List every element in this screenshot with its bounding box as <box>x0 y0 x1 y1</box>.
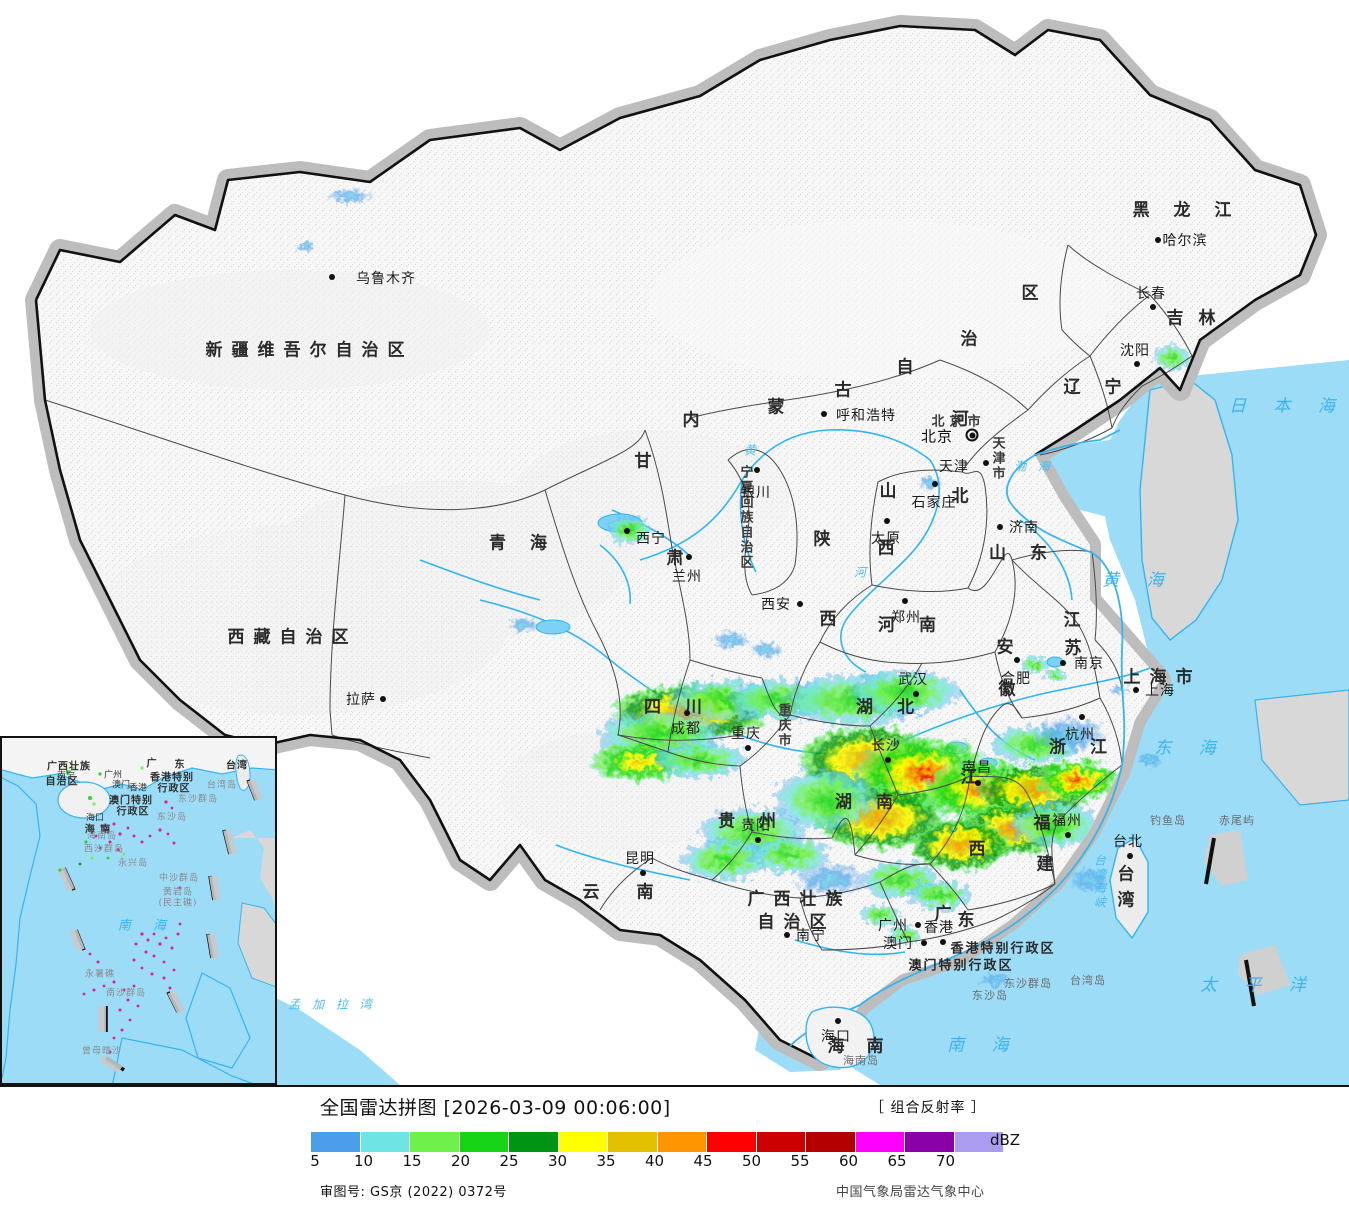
maritime-marks <box>1204 837 1256 1007</box>
dbz-swatch-20[interactable] <box>459 1132 509 1152</box>
city-marker-1 <box>380 696 386 702</box>
dbz-swatch-10[interactable] <box>360 1132 410 1152</box>
city-marker-22 <box>745 745 751 751</box>
dbz-tick-10: 10 <box>353 1152 374 1170</box>
dbz-tick-50: 50 <box>741 1152 762 1170</box>
dbz-swatch-55[interactable] <box>806 1132 856 1152</box>
dbz-tick-20: 20 <box>450 1152 471 1170</box>
inset-base-svg <box>2 738 275 1083</box>
city-marker-26 <box>915 922 921 928</box>
city-marker-33 <box>940 939 946 945</box>
city-marker-24 <box>640 870 646 876</box>
city-marker-12 <box>797 601 803 607</box>
city-marker-18 <box>1065 832 1071 838</box>
dbz-swatch-65[interactable] <box>905 1132 955 1152</box>
city-marker-20 <box>885 757 891 763</box>
national-border-north <box>34 24 1318 457</box>
city-marker-17 <box>975 780 981 786</box>
city-marker-19 <box>913 691 919 697</box>
city-marker-0 <box>329 274 335 280</box>
dbz-swatch-60[interactable] <box>855 1132 905 1152</box>
dbz-tick-60: 60 <box>838 1152 859 1170</box>
map-base-svg <box>0 15 1349 1085</box>
dbz-tick-15: 15 <box>402 1152 422 1170</box>
city-marker-5 <box>821 411 827 417</box>
dbz-swatch-70[interactable] <box>954 1132 1003 1152</box>
dbz-tick-40: 40 <box>644 1152 665 1170</box>
city-marker-2 <box>624 528 630 534</box>
dbz-swatch-40[interactable] <box>657 1132 707 1152</box>
dbz-color-bar[interactable] <box>311 1132 1003 1152</box>
inset-echoes <box>58 766 144 872</box>
product-mode-label: ［ 组合反射率 ］ <box>870 1100 986 1116</box>
dbz-tick-55: 55 <box>790 1152 810 1170</box>
city-marker-6 <box>884 518 890 524</box>
city-marker-10 <box>997 524 1003 530</box>
dbz-swatch-15[interactable] <box>410 1132 460 1152</box>
dbz-tick-35: 35 <box>596 1152 616 1170</box>
dbz-tick-45: 45 <box>693 1152 713 1170</box>
city-marker-23 <box>755 837 761 843</box>
map-approval-number: 审图号: GS京 (2022) 0372号 <box>320 1185 507 1200</box>
dbz-tick-labels: 5 10 15 20 25 30 35 40 45 50 55 60 65 70 <box>0 1152 1349 1172</box>
city-marker-31 <box>1155 237 1161 243</box>
dbz-swatch-5[interactable] <box>311 1132 361 1152</box>
province-boundaries <box>44 244 1193 951</box>
city-marker-11 <box>902 598 908 604</box>
dbz-swatch-35[interactable] <box>608 1132 658 1152</box>
city-marker-4 <box>754 467 760 473</box>
city-marker-32 <box>921 940 927 946</box>
national-border-west-south <box>34 299 821 1062</box>
dbz-swatch-30[interactable] <box>558 1132 608 1152</box>
dbz-tick-5: 5 <box>310 1152 320 1170</box>
radar-echo-layer <box>295 189 1190 1038</box>
reef-dots <box>82 800 182 1054</box>
hainan-island <box>805 1006 875 1069</box>
dbz-swatch-45[interactable] <box>707 1132 757 1152</box>
city-marker-14 <box>1060 660 1066 666</box>
city-marker-29 <box>1134 361 1140 367</box>
city-marker-15 <box>1133 687 1139 693</box>
city-marker-9 <box>983 460 989 466</box>
city-marker-27 <box>835 1018 841 1024</box>
dbz-swatch-50[interactable] <box>756 1132 806 1152</box>
south-china-sea-inset[interactable]: 广西壮族 自治区广东台湾海 南香港特别 行政区 澳门特别 行政区 南宁 广州 澳门 香港 海口 台湾… <box>0 736 277 1085</box>
capital-marker-8 <box>965 428 979 442</box>
city-marker-30 <box>1150 304 1156 310</box>
city-marker-13 <box>1014 657 1020 663</box>
dbz-tick-30: 30 <box>547 1152 568 1170</box>
dbz-unit-label: dBZ <box>990 1131 1021 1149</box>
dbz-tick-25: 25 <box>499 1152 519 1170</box>
offshore-echoes <box>981 753 1162 987</box>
dbz-tick-65: 65 <box>887 1152 907 1170</box>
dbz-swatch-25[interactable] <box>509 1132 559 1152</box>
legend-title: 全国雷达拼图 [2026-03-09 00:06:00] <box>320 1097 671 1119</box>
city-marker-16 <box>1079 714 1085 720</box>
city-marker-25 <box>784 932 790 938</box>
city-marker-3 <box>686 554 692 560</box>
issuing-agency: 中国气象局雷达气象中心 <box>836 1185 985 1200</box>
city-marker-7 <box>932 481 938 487</box>
city-marker-21 <box>684 710 690 716</box>
city-marker-28 <box>1127 853 1133 859</box>
dbz-tick-70: 70 <box>935 1152 956 1170</box>
